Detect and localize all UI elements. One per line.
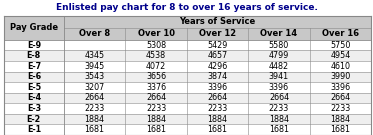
Text: Over 8: Over 8 bbox=[79, 29, 110, 38]
Text: 3376: 3376 bbox=[146, 83, 166, 92]
Text: E-1: E-1 bbox=[27, 125, 41, 134]
Text: 1681: 1681 bbox=[85, 125, 105, 134]
Text: 2664: 2664 bbox=[207, 93, 228, 102]
Text: 4610: 4610 bbox=[330, 62, 350, 71]
Text: 2664: 2664 bbox=[85, 93, 105, 102]
Text: E-2: E-2 bbox=[27, 115, 41, 124]
Text: Years of Service: Years of Service bbox=[179, 17, 256, 26]
Text: Over 12: Over 12 bbox=[199, 29, 236, 38]
Text: Enlisted pay chart for 8 to over 16 years of service.: Enlisted pay chart for 8 to over 16 year… bbox=[56, 3, 319, 12]
Text: 5580: 5580 bbox=[269, 41, 289, 50]
Text: E-9: E-9 bbox=[27, 41, 41, 50]
Text: 5429: 5429 bbox=[207, 41, 228, 50]
Text: 4657: 4657 bbox=[207, 51, 228, 60]
Text: E-6: E-6 bbox=[27, 72, 41, 81]
Text: 3396: 3396 bbox=[207, 83, 228, 92]
Text: 1884: 1884 bbox=[85, 115, 105, 124]
Text: 3990: 3990 bbox=[330, 72, 351, 81]
Text: 4482: 4482 bbox=[269, 62, 289, 71]
Text: 4954: 4954 bbox=[330, 51, 351, 60]
Text: 3656: 3656 bbox=[146, 72, 166, 81]
Text: 2233: 2233 bbox=[207, 104, 228, 113]
Text: Over 14: Over 14 bbox=[260, 29, 298, 38]
Text: 1884: 1884 bbox=[207, 115, 228, 124]
Text: 5308: 5308 bbox=[146, 41, 166, 50]
Text: E-3: E-3 bbox=[27, 104, 41, 113]
Text: E-4: E-4 bbox=[27, 93, 41, 102]
Text: 1884: 1884 bbox=[146, 115, 166, 124]
Text: 1884: 1884 bbox=[330, 115, 350, 124]
Text: Over 10: Over 10 bbox=[138, 29, 175, 38]
Bar bbox=[4, 50, 371, 61]
Text: 3543: 3543 bbox=[85, 72, 105, 81]
Text: 3396: 3396 bbox=[330, 83, 351, 92]
Text: 5750: 5750 bbox=[330, 41, 351, 50]
Text: 2664: 2664 bbox=[330, 93, 351, 102]
Text: 2233: 2233 bbox=[330, 104, 351, 113]
Text: 2233: 2233 bbox=[269, 104, 289, 113]
Text: 3874: 3874 bbox=[207, 72, 228, 81]
Bar bbox=[4, 72, 371, 82]
Bar bbox=[4, 93, 371, 103]
Text: E-8: E-8 bbox=[27, 51, 41, 60]
Text: 1681: 1681 bbox=[146, 125, 166, 134]
Text: 3945: 3945 bbox=[85, 62, 105, 71]
Text: Pay Grade: Pay Grade bbox=[10, 23, 58, 32]
Text: 3396: 3396 bbox=[269, 83, 289, 92]
Text: 2233: 2233 bbox=[85, 104, 105, 113]
Text: 2233: 2233 bbox=[146, 104, 166, 113]
Text: 4799: 4799 bbox=[269, 51, 289, 60]
Text: 4345: 4345 bbox=[85, 51, 105, 60]
Text: 4072: 4072 bbox=[146, 62, 166, 71]
Text: 2664: 2664 bbox=[146, 93, 166, 102]
Text: 1681: 1681 bbox=[269, 125, 289, 134]
Text: 1884: 1884 bbox=[269, 115, 289, 124]
Text: 4538: 4538 bbox=[146, 51, 166, 60]
Text: 3941: 3941 bbox=[269, 72, 289, 81]
Bar bbox=[4, 16, 371, 40]
Text: 4296: 4296 bbox=[207, 62, 228, 71]
Text: E-7: E-7 bbox=[27, 62, 41, 71]
Text: E-5: E-5 bbox=[27, 83, 41, 92]
Text: 3207: 3207 bbox=[85, 83, 105, 92]
Text: 1681: 1681 bbox=[330, 125, 350, 134]
Text: Over 16: Over 16 bbox=[322, 29, 359, 38]
Text: 1681: 1681 bbox=[207, 125, 228, 134]
Bar bbox=[4, 114, 371, 124]
Text: 2664: 2664 bbox=[269, 93, 289, 102]
